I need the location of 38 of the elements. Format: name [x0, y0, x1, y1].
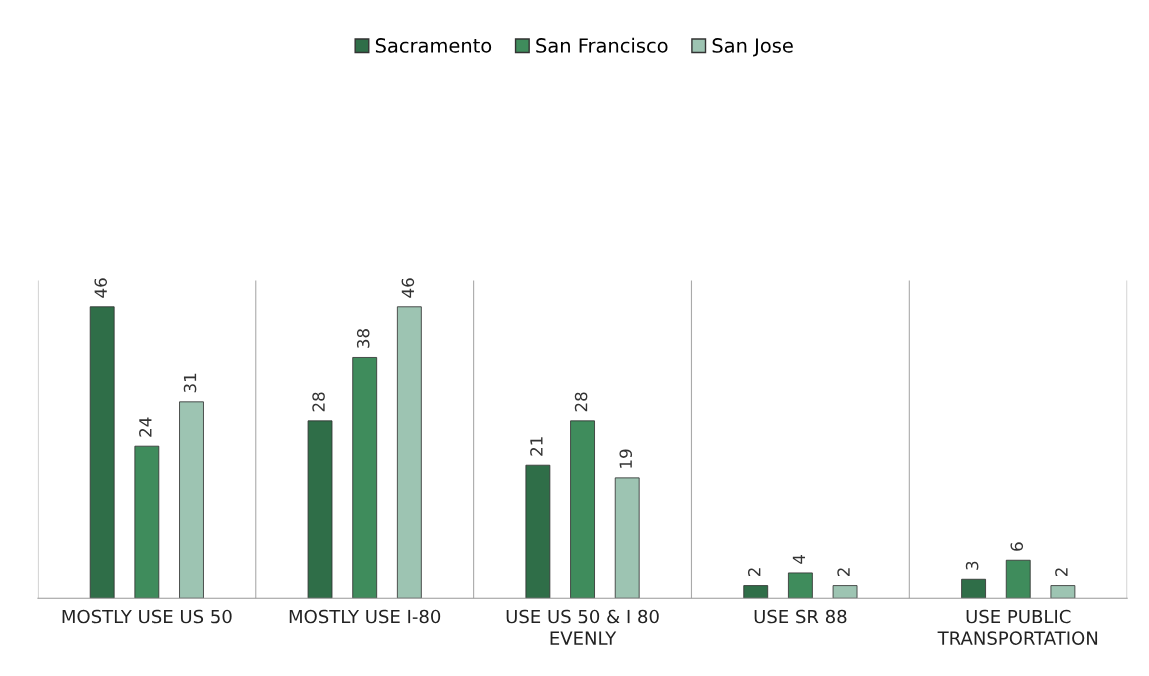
legend-label: San Francisco	[536, 37, 668, 53]
data-label: 28	[312, 392, 325, 412]
x-tick-label: MOSTLY USE US 50	[62, 609, 232, 624]
bar	[614, 477, 640, 599]
data-label: 46	[94, 278, 108, 298]
data-label: 38	[356, 329, 370, 348]
bar	[307, 420, 333, 599]
bar	[89, 306, 115, 599]
bar	[832, 585, 858, 599]
data-label: 19	[619, 449, 633, 468]
bar	[396, 306, 422, 599]
data-label: 2	[837, 568, 850, 577]
data-label: 31	[183, 373, 197, 393]
data-label: 24	[139, 417, 152, 437]
bar	[1005, 559, 1031, 599]
data-label: 21	[530, 437, 543, 456]
x-tick-label: USE SR 88	[754, 609, 847, 624]
data-label: 2	[747, 568, 761, 577]
bar	[1050, 585, 1076, 599]
x-tick-label: USE US 50 & I 80 EVENLY	[506, 609, 659, 645]
data-label: 2	[1055, 568, 1068, 577]
bar	[352, 357, 378, 599]
bar	[961, 578, 986, 599]
data-label: 46	[401, 278, 415, 298]
x-tick-label: USE PUBLIC TRANSPORTATION	[937, 609, 1098, 645]
bar	[787, 572, 813, 599]
bar	[743, 585, 769, 599]
bar	[134, 445, 160, 599]
legend-label: Sacramento	[375, 38, 492, 53]
data-label: 6	[1010, 542, 1024, 551]
bar	[570, 420, 595, 599]
data-label: 4	[792, 554, 805, 564]
legend-label: San Jose	[712, 38, 793, 57]
data-label: 3	[965, 561, 979, 570]
x-tick-label: MOSTLY USE I-80	[289, 609, 441, 624]
bar	[525, 464, 551, 599]
data-label: 28	[574, 392, 588, 412]
bar	[179, 401, 204, 599]
